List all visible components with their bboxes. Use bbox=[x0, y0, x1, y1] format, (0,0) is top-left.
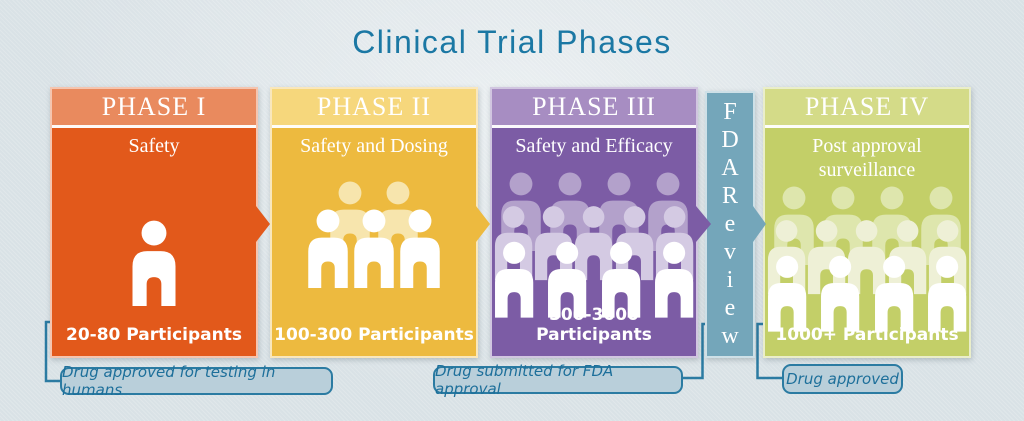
phase-3-card: PHASE III Safety and Efficacy 300-3000 P… bbox=[490, 87, 711, 358]
fda-letter: e bbox=[724, 211, 736, 237]
phase-4-participants-count: 1000+ Participants bbox=[775, 325, 959, 345]
fda-letter: v bbox=[724, 239, 736, 265]
person-icon bbox=[872, 254, 916, 333]
person-icon bbox=[397, 209, 443, 288]
person-row-front bbox=[765, 254, 969, 333]
person-icon bbox=[818, 254, 862, 333]
person-icon bbox=[305, 209, 351, 288]
phase-2-title: PHASE II bbox=[316, 92, 432, 121]
phase-3-participants-count: 300-3000 Participants bbox=[536, 305, 652, 345]
phase-3-participant-icons bbox=[492, 172, 696, 322]
connector-line-fda bbox=[683, 322, 705, 380]
phase-1-card: PHASE I Safety 20-80 Participants bbox=[50, 87, 270, 358]
person-icon bbox=[351, 209, 397, 288]
phase-4-card: PHASE IV Post approval surveillance 1000… bbox=[763, 87, 971, 358]
arrow-right-icon bbox=[256, 206, 270, 242]
person-row-front bbox=[492, 240, 696, 319]
phase-3-header: PHASE III bbox=[492, 89, 696, 128]
phase-1-title: PHASE I bbox=[101, 92, 207, 121]
fda-letter: i bbox=[726, 267, 734, 293]
fda-letter: A bbox=[721, 155, 739, 181]
phase-3-title: PHASE III bbox=[532, 92, 656, 121]
phase-3-subtitle: Safety and Efficacy bbox=[515, 135, 673, 157]
phase-2-header: PHASE II bbox=[272, 89, 476, 128]
person-icon bbox=[765, 254, 809, 333]
fda-letter: w bbox=[721, 323, 739, 349]
callout-text: Drug approved bbox=[786, 370, 899, 388]
person-icon bbox=[492, 240, 536, 319]
callout-drug-approved-for-testing: Drug approved for testing in humans bbox=[60, 363, 333, 399]
phase-1-participant-icons bbox=[52, 220, 256, 320]
callout-drug-approved: Drug approved bbox=[782, 364, 903, 394]
person-icon bbox=[652, 240, 696, 319]
phase-4-subtitle: Post approval surveillance bbox=[812, 135, 922, 181]
callout-drug-submitted-fda: Drug submitted for FDA approval bbox=[433, 362, 683, 398]
phase-4-participant-icons bbox=[765, 186, 969, 336]
page-title: Clinical Trial Phases bbox=[352, 24, 672, 60]
phase-1-header: PHASE I bbox=[52, 89, 256, 128]
person-icon bbox=[545, 240, 589, 319]
fda-letter: D bbox=[721, 127, 739, 153]
arrow-right-icon bbox=[476, 206, 490, 242]
connector-line-phase1 bbox=[44, 320, 60, 383]
fda-letter: R bbox=[721, 183, 738, 209]
fda-letter: F bbox=[723, 99, 737, 125]
connector-line-phase4 bbox=[756, 322, 782, 380]
phase-2-participant-icons bbox=[272, 181, 476, 301]
phase-1-subtitle: Safety bbox=[128, 135, 180, 157]
callout-text: Drug submitted for FDA approval bbox=[435, 362, 614, 398]
person-row-front bbox=[272, 209, 476, 288]
fda-letter: e bbox=[724, 295, 736, 321]
arrow-right-icon bbox=[696, 206, 711, 242]
person-row-front bbox=[52, 220, 256, 306]
phase-4-title: PHASE IV bbox=[804, 92, 930, 121]
arrow-right-icon bbox=[753, 206, 766, 242]
person-icon bbox=[599, 240, 643, 319]
person-icon bbox=[925, 254, 969, 333]
phase-2-participants-count: 100-300 Participants bbox=[274, 325, 474, 345]
phase-1-participants-count: 20-80 Participants bbox=[66, 325, 242, 345]
phase-2-card: PHASE II Safety and Dosing 100-300 Parti… bbox=[270, 87, 490, 358]
phase-4-header: PHASE IV bbox=[765, 89, 969, 128]
callout-text: Drug approved for testing in humans bbox=[62, 363, 276, 399]
phase-2-subtitle: Safety and Dosing bbox=[300, 135, 448, 157]
person-icon bbox=[129, 220, 179, 306]
